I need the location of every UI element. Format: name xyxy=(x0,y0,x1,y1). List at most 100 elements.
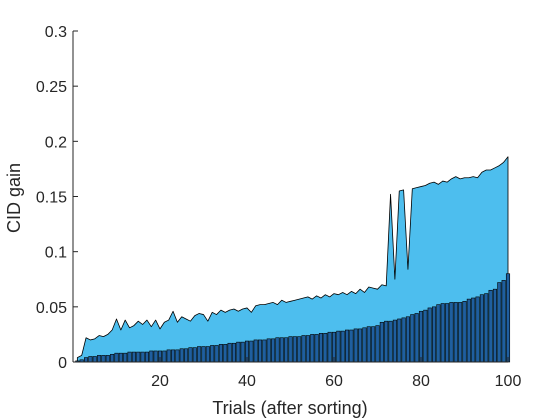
bar-39 xyxy=(240,341,245,363)
bar-41 xyxy=(249,340,254,363)
bar-5 xyxy=(92,356,97,363)
bar-63 xyxy=(345,329,350,363)
bar-67 xyxy=(362,327,367,363)
bar-72 xyxy=(384,320,389,363)
bar-74 xyxy=(392,319,397,363)
bar-79 xyxy=(414,313,419,363)
bar-36 xyxy=(227,342,232,363)
bar-64 xyxy=(349,329,354,363)
bar-61 xyxy=(336,330,341,363)
bar-3 xyxy=(84,357,89,363)
bar-90 xyxy=(462,301,467,363)
bar-23 xyxy=(171,349,176,363)
bar-27 xyxy=(188,347,193,363)
bar-85 xyxy=(440,303,445,363)
bar-56 xyxy=(314,334,319,363)
bar-93 xyxy=(475,296,480,363)
bar-70 xyxy=(375,325,380,363)
x-tick-label: 60 xyxy=(325,373,343,390)
bar-33 xyxy=(214,345,219,363)
bar-100 xyxy=(505,273,511,363)
bar-96 xyxy=(488,289,493,363)
y-tick-label: 0.1 xyxy=(45,245,67,262)
bar-87 xyxy=(449,302,454,363)
bar-50 xyxy=(288,336,293,363)
y-tick-label: 0.15 xyxy=(36,190,67,207)
bar-57 xyxy=(318,333,323,363)
bar-35 xyxy=(223,344,228,363)
x-axis-label: Trials (after sorting) xyxy=(212,398,367,418)
bar-44 xyxy=(262,339,267,363)
bar-98 xyxy=(497,282,502,363)
bar-24 xyxy=(175,349,180,363)
axes: 0 0.05 0.1 0.15 0.2 0.25 0.3 20 40 60 80 100 xyxy=(36,24,522,390)
y-tick-label: 0 xyxy=(58,355,67,372)
bar-9 xyxy=(110,353,115,363)
bar-97 xyxy=(492,288,497,363)
x-tick-label: 40 xyxy=(238,373,256,390)
x-tick-label: 100 xyxy=(495,373,522,390)
bar-21 xyxy=(162,350,167,363)
bar-71 xyxy=(379,321,384,363)
bar-19 xyxy=(153,350,158,363)
y-axis-label: CID gain xyxy=(4,163,24,233)
bar-31 xyxy=(205,346,210,363)
bar-58 xyxy=(323,333,328,363)
bar-73 xyxy=(388,320,393,363)
bar-10 xyxy=(114,352,119,363)
bar-75 xyxy=(397,318,402,363)
bar-88 xyxy=(453,302,458,363)
plot-area xyxy=(75,156,511,363)
bar-26 xyxy=(184,348,189,363)
bar-91 xyxy=(466,298,471,363)
bar-15 xyxy=(136,351,141,363)
bar-82 xyxy=(427,307,432,363)
bar-29 xyxy=(197,346,202,363)
bar-30 xyxy=(201,346,206,363)
x-tick-label: 80 xyxy=(412,373,430,390)
bar-8 xyxy=(105,355,110,363)
bar-49 xyxy=(284,337,289,363)
bar-78 xyxy=(410,314,415,363)
bar-92 xyxy=(471,297,476,363)
bar-69 xyxy=(371,326,376,363)
bar-32 xyxy=(210,345,215,363)
bar-34 xyxy=(218,344,223,363)
y-tick-label: 0.2 xyxy=(45,134,67,151)
bar-89 xyxy=(458,302,463,363)
bar-45 xyxy=(266,338,271,363)
bar-37 xyxy=(231,342,236,363)
bar-38 xyxy=(236,341,241,363)
bar-81 xyxy=(423,309,428,363)
bar-66 xyxy=(358,328,363,363)
bar-7 xyxy=(101,355,106,363)
bar-51 xyxy=(292,336,297,363)
x-tick-label: 20 xyxy=(151,373,169,390)
bar-47 xyxy=(275,337,280,363)
y-tick-label: 0.3 xyxy=(45,24,67,41)
bar-55 xyxy=(310,334,315,363)
bar-76 xyxy=(401,317,406,363)
bar-4 xyxy=(88,356,93,363)
bar-80 xyxy=(418,310,424,363)
bar-13 xyxy=(127,351,132,363)
bar-65 xyxy=(353,328,358,363)
bar-11 xyxy=(118,352,123,363)
bar-99 xyxy=(501,280,506,363)
bar-14 xyxy=(131,351,136,363)
y-tick-label: 0.05 xyxy=(36,300,67,317)
bar-59 xyxy=(327,331,332,363)
bar-22 xyxy=(166,349,171,363)
bar-17 xyxy=(144,351,149,363)
y-tick-label: 0.25 xyxy=(36,79,67,96)
bar-53 xyxy=(301,335,306,363)
bar-54 xyxy=(305,335,310,363)
bar-94 xyxy=(479,294,484,363)
bar-52 xyxy=(297,336,302,363)
bar-42 xyxy=(253,339,258,363)
bar-18 xyxy=(149,350,154,363)
bar-95 xyxy=(484,293,489,363)
bar-77 xyxy=(405,316,410,363)
bar-68 xyxy=(366,326,371,363)
